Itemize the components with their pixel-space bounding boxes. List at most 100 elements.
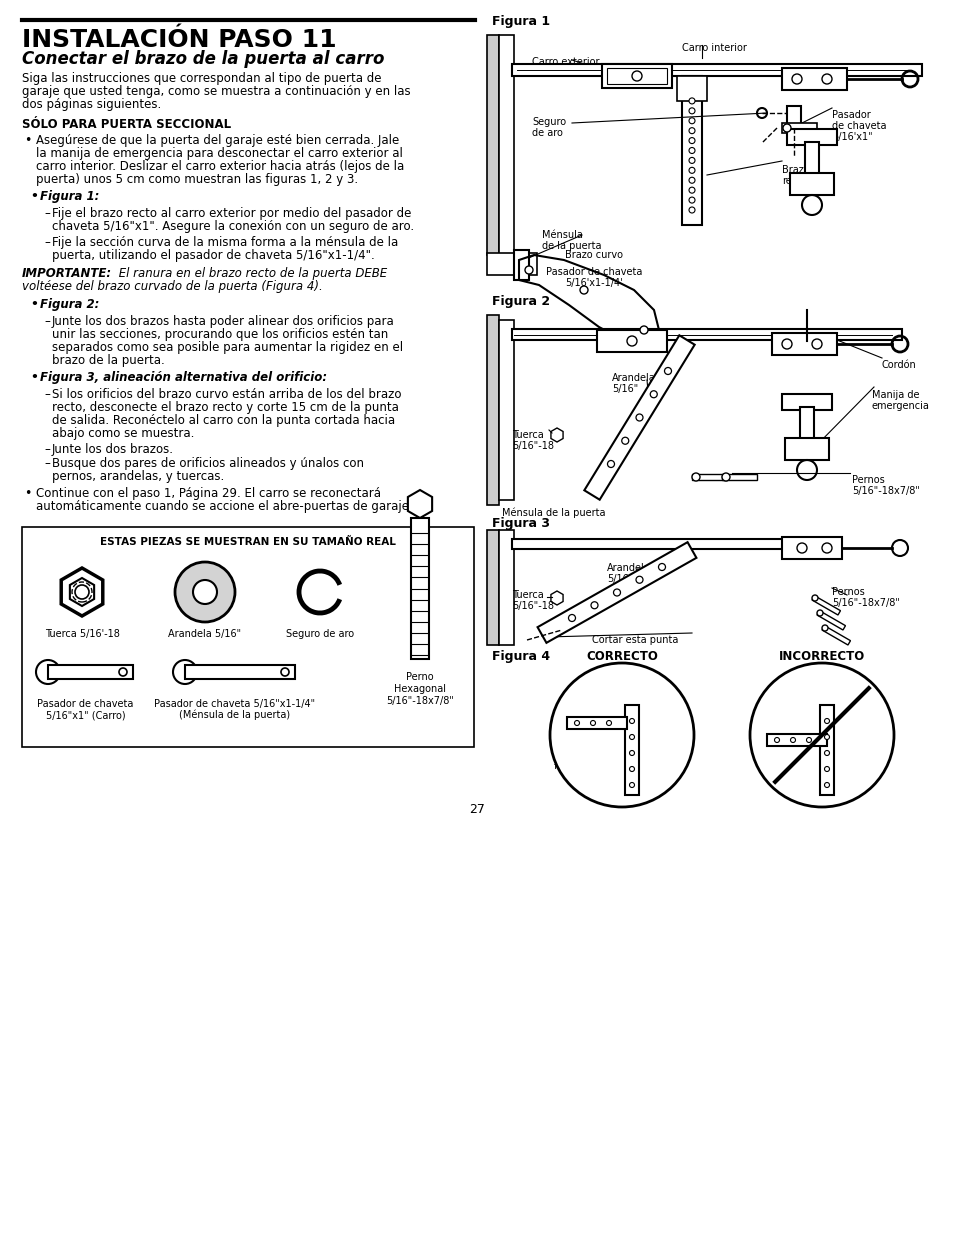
Text: carro interior. Deslizar el carro exterior hacia atrás (lejos de la: carro interior. Deslizar el carro exteri… [36, 161, 404, 173]
Text: Brazo: Brazo [834, 760, 860, 769]
Circle shape [721, 473, 729, 480]
Text: –: – [44, 457, 50, 471]
Circle shape [688, 117, 695, 124]
Text: Ranura: Ranura [554, 740, 586, 748]
Bar [804, 142, 818, 175]
Text: voltéese a: voltéese a [554, 751, 600, 760]
Text: Figura 1:: Figura 1: [40, 190, 99, 203]
Circle shape [621, 437, 628, 445]
Text: Arandela 5/16": Arandela 5/16" [169, 629, 241, 638]
Text: emergencia: emergencia [871, 401, 929, 411]
Bar [821, 626, 849, 645]
Circle shape [688, 157, 695, 163]
Text: 5/16'x1-1/4': 5/16'x1-1/4' [564, 278, 622, 288]
Circle shape [688, 167, 695, 173]
Circle shape [782, 124, 790, 132]
Text: recto, desconecte el brazo recto y corte 15 cm de la punta: recto, desconecte el brazo recto y corte… [52, 401, 398, 414]
Text: Pasador de chaveta: Pasador de chaveta [37, 699, 133, 709]
Circle shape [636, 577, 642, 583]
Text: de salida. Reconéctelo al carro con la punta cortada hacia: de salida. Reconéctelo al carro con la p… [52, 414, 395, 427]
Text: Brazo: Brazo [639, 755, 665, 764]
Text: Figura 3, alineación alternativa del orificio:: Figura 3, alineación alternativa del ori… [40, 370, 327, 384]
Text: recto: recto [639, 766, 662, 776]
Bar [781, 394, 831, 410]
Bar [512, 538, 831, 550]
Circle shape [629, 719, 634, 724]
Text: Brazo: Brazo [801, 687, 827, 697]
Bar [601, 64, 671, 88]
Circle shape [119, 668, 127, 676]
Text: Asegúrese de que la puerta del garaje esté bien cerrada. Jale: Asegúrese de que la puerta del garaje es… [36, 135, 399, 147]
Bar [786, 106, 801, 128]
Text: Arandela: Arandela [606, 563, 650, 573]
Text: Pernos: Pernos [851, 475, 883, 485]
Circle shape [805, 737, 811, 742]
Text: de chaveta: de chaveta [831, 121, 885, 131]
Text: •: • [30, 298, 38, 311]
Circle shape [790, 737, 795, 742]
Circle shape [303, 576, 336, 609]
Circle shape [629, 783, 634, 788]
Text: Perno: Perno [406, 672, 434, 682]
Circle shape [629, 735, 634, 740]
Text: Seguro de aro: Seguro de aro [286, 629, 354, 638]
Text: Pasador: Pasador [831, 110, 870, 120]
Circle shape [688, 188, 695, 193]
Text: INCORRECTO: INCORRECTO [778, 650, 864, 663]
Bar [597, 330, 666, 352]
Bar [512, 329, 901, 340]
Text: ESTAS PIEZAS SE MUESTRAN EN SU TAMAÑO REAL: ESTAS PIEZAS SE MUESTRAN EN SU TAMAÑO RE… [100, 537, 395, 547]
Text: dos páginas siguientes.: dos páginas siguientes. [22, 98, 161, 111]
Text: 5/16": 5/16" [606, 574, 633, 584]
Text: 5/16"-18x7/8": 5/16"-18x7/8" [851, 487, 919, 496]
Text: chaveta 5/16"x1". Asegure la conexión con un seguro de aro.: chaveta 5/16"x1". Asegure la conexión co… [52, 220, 414, 233]
Circle shape [658, 563, 665, 571]
Text: CORRECTO: CORRECTO [585, 650, 658, 663]
Text: curvo: curvo [801, 698, 826, 706]
Bar [498, 530, 514, 645]
Text: Siga las instrucciones que correspondan al tipo de puerta de: Siga las instrucciones que correspondan … [22, 72, 381, 85]
Text: la manija de emergencia para desconectar el carro exterior al: la manija de emergencia para desconectar… [36, 147, 402, 161]
Bar [514, 249, 529, 280]
Text: Pasador de chaveta: Pasador de chaveta [545, 267, 641, 277]
Bar [800, 408, 813, 440]
Text: Junte los dos brazos.: Junte los dos brazos. [52, 443, 173, 456]
Bar [566, 718, 626, 729]
Circle shape [811, 595, 817, 601]
Text: –: – [44, 388, 50, 401]
Text: Manija de: Manija de [871, 390, 919, 400]
Circle shape [821, 625, 827, 631]
Bar [411, 517, 429, 659]
Bar [606, 68, 666, 84]
Polygon shape [584, 335, 694, 500]
Bar [811, 595, 840, 615]
Text: –: – [44, 443, 50, 456]
Text: INSTALACIÓN PASO 11: INSTALACIÓN PASO 11 [22, 28, 336, 52]
Circle shape [688, 137, 695, 143]
Text: Figura 3: Figura 3 [492, 517, 550, 530]
Text: 5/16"-18x7/8": 5/16"-18x7/8" [831, 598, 899, 608]
Text: de la puerta: de la puerta [541, 241, 601, 251]
Bar [486, 530, 498, 645]
Text: de aro: de aro [532, 128, 562, 138]
Text: Figura 2:: Figura 2: [40, 298, 99, 311]
Text: Cordón: Cordón [882, 359, 916, 370]
Text: Seguro: Seguro [532, 117, 565, 127]
Bar [721, 474, 757, 480]
Text: IMPORTANTE:: IMPORTANTE: [22, 267, 112, 280]
Circle shape [823, 719, 828, 724]
Circle shape [823, 751, 828, 756]
Bar [22, 527, 474, 747]
Circle shape [749, 663, 893, 806]
Text: 5/16"-18: 5/16"-18 [512, 441, 554, 451]
Bar [816, 610, 844, 630]
Text: Carro exterior: Carro exterior [532, 57, 598, 67]
Text: automáticamente cuando se accione el abre-puertas de garaje.: automáticamente cuando se accione el abr… [36, 500, 413, 513]
Circle shape [688, 207, 695, 212]
Circle shape [823, 735, 828, 740]
Bar [820, 705, 833, 795]
Text: –: – [44, 315, 50, 329]
Bar [48, 664, 132, 679]
Circle shape [688, 127, 695, 133]
Text: •: • [30, 370, 38, 384]
